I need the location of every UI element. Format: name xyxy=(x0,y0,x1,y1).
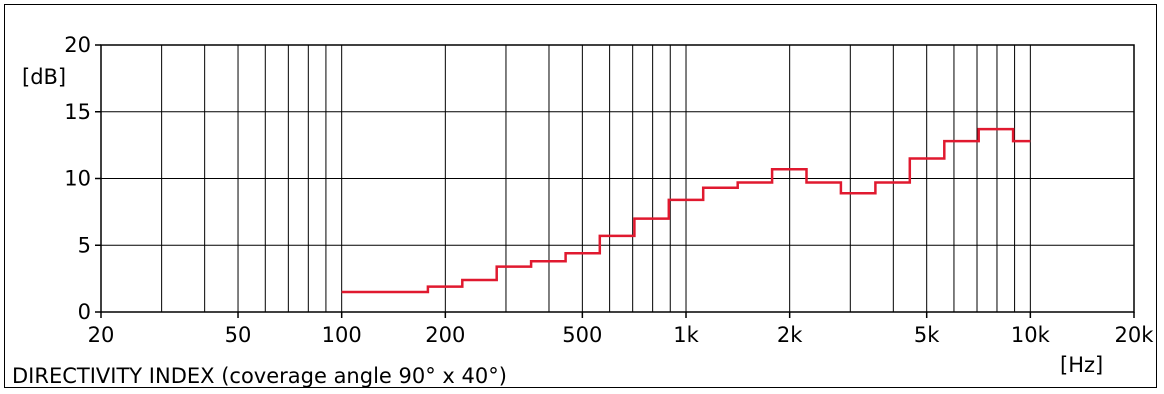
x-tick-label: 5k xyxy=(914,323,940,347)
x-tick-label: 10k xyxy=(1011,323,1051,347)
x-tick-label: 20 xyxy=(88,323,115,347)
y-tick-label: 10 xyxy=(64,167,91,191)
grid-lines xyxy=(95,44,1135,318)
x-tick-labels: 20 50 100 200 500 1k 2k 5k 10k 20k xyxy=(88,323,1155,347)
y-axis-label: [dB] xyxy=(22,65,66,89)
x-tick-label: 200 xyxy=(425,323,465,347)
chart-title: DIRECTIVITY INDEX (coverage angle 90° x … xyxy=(12,364,507,388)
y-tick-label: 0 xyxy=(78,300,91,324)
y-tick-label: 5 xyxy=(78,233,91,257)
plot-area-border xyxy=(100,44,1135,313)
x-tick-label: 2k xyxy=(777,323,803,347)
chart-frame xyxy=(4,4,1157,388)
x-tick-label: 500 xyxy=(562,323,602,347)
y-tick-label: 20 xyxy=(64,33,91,57)
x-axis-label: [Hz] xyxy=(1060,353,1103,377)
x-tick-label: 50 xyxy=(225,323,252,347)
x-tick-label: 20k xyxy=(1115,323,1155,347)
y-tick-labels: 0 5 10 15 20 xyxy=(64,33,91,324)
series-line xyxy=(341,127,1031,294)
x-tick-label: 1k xyxy=(673,323,699,347)
y-tick-label: 15 xyxy=(64,100,91,124)
x-tick-label: 100 xyxy=(322,323,362,347)
